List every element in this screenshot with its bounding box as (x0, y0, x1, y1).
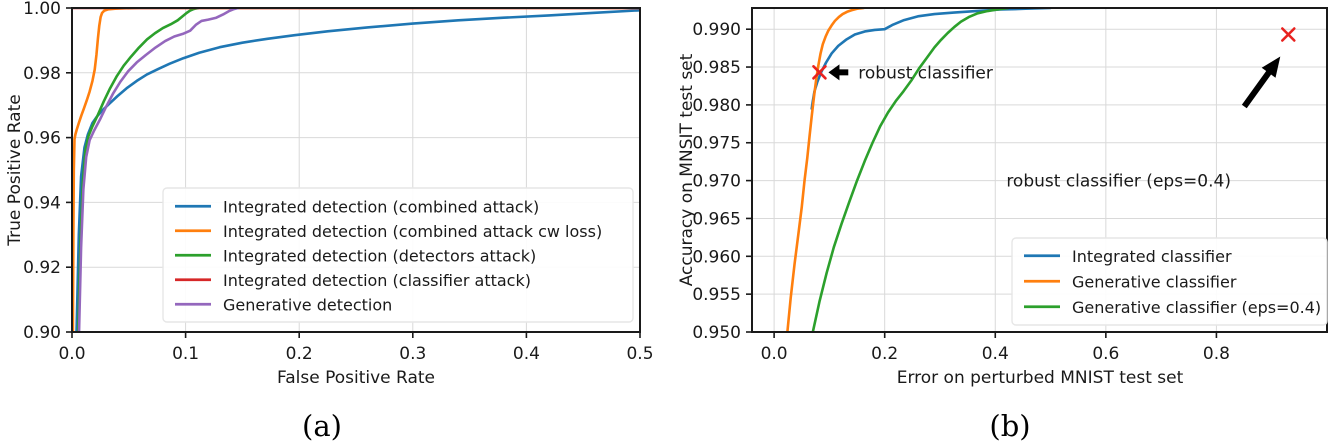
curve-group (72, 8, 640, 332)
x-marker-icon (1280, 27, 1296, 42)
x-tick-label: 0.6 (1092, 344, 1119, 364)
legend-item[interactable]: Integrated detection (combined attack) (175, 197, 539, 216)
panel-a-xticks: 0.0 0.1 0.2 0.3 0.4 0.5 (58, 332, 654, 364)
legend-item[interactable]: Integrated detection (combined attack cw… (175, 222, 602, 241)
x-tick-label: 0.8 (1203, 344, 1230, 364)
robust-classifier-marker: robust classifier (812, 63, 993, 83)
annotation-arrow-head (1261, 56, 1281, 78)
x-tick-label: 0.4 (513, 344, 540, 364)
y-tick-label: 0.90 (23, 323, 61, 343)
legend-box (1011, 237, 1328, 326)
curve-group (786, 8, 1052, 332)
y-tick-label: 0.94 (23, 193, 61, 213)
panel-b-svg: 0.0 0.2 0.4 0.6 0.8 0.950 0.955 0.960 0.965 0.97… (677, 7, 1328, 443)
series-line-integrated-detection-combined-attack-cw-loss (72, 8, 640, 332)
panel-a-y-axis-label: True Positive Rate (5, 94, 25, 246)
legend-item[interactable]: Generative classifier (1024, 272, 1237, 291)
x-tick-label: 0.5 (626, 344, 653, 364)
panel-b-xticks: 0.0 0.2 0.4 0.6 0.8 (761, 332, 1230, 364)
panel-a-caption: (a) (302, 409, 342, 443)
panel-a-curves (72, 8, 640, 332)
panel-b-annotations: robust classifier robust classifier (eps=… (812, 27, 1296, 192)
x-tick-label: 0.1 (172, 344, 199, 364)
panel-b-caption: (b) (989, 409, 1030, 443)
panel-b-x-axis-label: Error on perturbed MNIST test set (897, 368, 1184, 388)
y-tick-label: 1.00 (23, 0, 61, 19)
y-tick-label: 0.98 (23, 64, 61, 84)
legend-label: Integrated classifier (1072, 247, 1232, 266)
legend-label: Generative classifier (eps=0.4) (1072, 298, 1321, 317)
panel-b-plot-frame (751, 7, 1328, 333)
legend-item[interactable]: Integrated classifier (1024, 247, 1232, 266)
series-line-generative-detection (77, 8, 241, 332)
x-tick-label: 0.3 (399, 344, 426, 364)
y-tick-label: 0.950 (692, 323, 741, 343)
y-tick-label: 0.955 (692, 285, 741, 305)
legend-label: Generative detection (223, 295, 392, 314)
y-tick-label: 0.990 (692, 20, 741, 40)
robust-classifier-eps-marker: robust classifier (eps=0.4) (1006, 27, 1296, 192)
legend-label: Integrated detection (combined attack) (223, 197, 539, 216)
panel-a-plot-frame (71, 7, 641, 333)
panel-b-curves (786, 8, 1052, 332)
series-line-integrated-classifier (810, 8, 1052, 110)
series-line-generative-classifier (786, 8, 865, 332)
annotation-label: robust classifier (eps=0.4) (1006, 172, 1231, 192)
x-marker-icon (812, 65, 827, 80)
y-tick-label: 0.975 (692, 134, 741, 154)
y-tick-label: 0.985 (692, 58, 741, 78)
annotation-label: robust classifier (858, 63, 993, 83)
y-tick-label: 0.965 (692, 209, 741, 229)
panel-a-roc-chart: 0.0 0.1 0.2 0.3 0.4 0.5 0.90 0.92 0.94 0.96 0.98 1… (5, 0, 654, 443)
panel-a-svg: 0.0 0.1 0.2 0.3 0.4 0.5 0.90 0.92 0.94 0.96 0.98 1… (5, 0, 654, 443)
legend-item[interactable]: Integrated detection (classifier attack) (175, 271, 531, 290)
legend-item[interactable]: Generative classifier (eps=0.4) (1024, 298, 1321, 317)
legend-label: Integrated detection (combined attack cw… (223, 222, 602, 241)
x-tick-label: 0.0 (761, 344, 788, 364)
legend-item[interactable]: Integrated detection (detectors attack) (175, 246, 536, 265)
panel-a-legend[interactable]: Integrated detection (combined attack) In… (162, 187, 634, 323)
legend-label: Integrated detection (classifier attack) (223, 271, 531, 290)
legend-box (162, 187, 634, 323)
x-tick-label: 0.2 (286, 344, 313, 364)
legend-label: Generative classifier (1072, 272, 1237, 291)
y-tick-label: 0.970 (692, 172, 741, 192)
panel-b-y-axis-label: Accuracy on MNSIT test set (677, 53, 697, 286)
panel-a-x-axis-label: False Positive Rate (277, 368, 435, 388)
y-tick-label: 0.92 (23, 258, 61, 278)
x-tick-label: 0.4 (982, 344, 1009, 364)
x-tick-label: 0.2 (871, 344, 898, 364)
y-tick-label: 0.980 (692, 96, 741, 116)
panel-b-yticks: 0.950 0.955 0.960 0.965 0.970 0.975 0.980 0.985… (692, 20, 752, 343)
y-tick-label: 0.96 (23, 129, 61, 149)
series-line-generative-classifier-eps-0-4 (811, 8, 1010, 332)
y-tick-label: 0.960 (692, 247, 741, 267)
legend-label: Integrated detection (detectors attack) (223, 246, 536, 265)
panel-a-yticks: 0.90 0.92 0.94 0.96 0.98 1.00 (23, 0, 72, 343)
series-line-integrated-detection-detectors-attack (76, 8, 200, 332)
panel-b-accuracy-chart: 0.0 0.2 0.4 0.6 0.8 0.950 0.955 0.960 0.965 0.97… (670, 0, 1340, 447)
legend-item[interactable]: Generative detection (175, 295, 392, 314)
annotation-arrow-head (828, 64, 840, 81)
x-tick-label: 0.0 (58, 344, 85, 364)
panel-b-legend[interactable]: Integrated classifier Generative classifi… (1011, 237, 1328, 326)
